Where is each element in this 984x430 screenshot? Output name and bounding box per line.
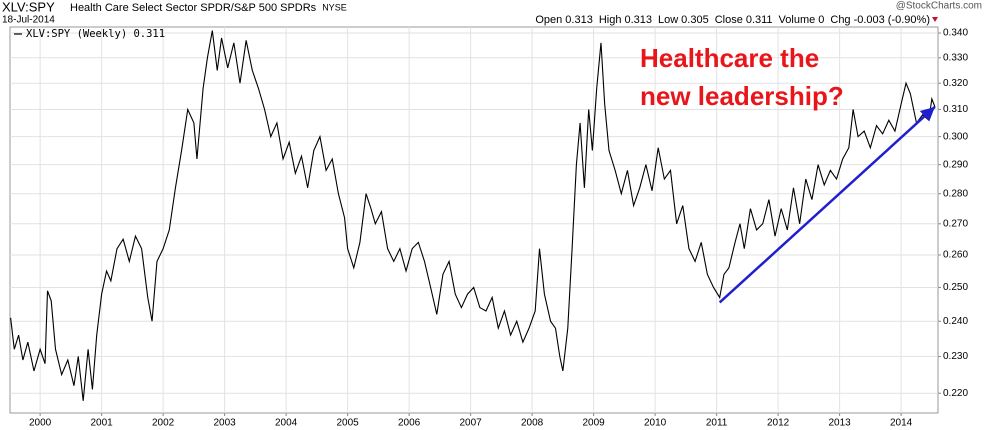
annotation: new leadership? (640, 81, 844, 111)
arrow-head (919, 106, 935, 122)
quote-value: -0.003 (-0.90%) (854, 14, 930, 26)
x-tick-label: 2004 (275, 418, 298, 429)
y-tick-label: 0.230 (943, 351, 968, 362)
x-tick-label: 2012 (767, 418, 790, 429)
quote-value: 0.311 (746, 14, 773, 26)
trend-arrow (718, 105, 936, 304)
x-tick-label: 2009 (582, 418, 605, 429)
quote-label: Chg (830, 14, 850, 26)
quote-value: 0.313 (565, 14, 593, 26)
quote-value: 0.305 (681, 14, 709, 26)
x-tick-label: 2002 (152, 418, 175, 429)
date: 18-Jul-2014 (2, 15, 55, 26)
quote-label: Low (658, 14, 678, 26)
x-tick-label: 2013 (828, 418, 851, 429)
exchange: NYSE (322, 2, 347, 12)
y-tick-label: 0.270 (943, 218, 968, 229)
y-tick-label: 0.280 (943, 188, 968, 199)
x-tick-label: 2003 (214, 418, 237, 429)
quote-row: Open 0.313 High 0.313 Low 0.305 Close 0.311 Volu… (535, 14, 930, 26)
quote-label: Volume (779, 14, 816, 26)
y-tick-label: 0.240 (943, 316, 968, 327)
y-tick-label: 0.330 (943, 52, 968, 63)
x-tick-label: 2010 (644, 418, 667, 429)
x-tick-label: 2011 (706, 418, 728, 429)
quote-label: Open (535, 14, 562, 26)
chart-title: Health Care Select Sector SPDR/S&P 500 S… (70, 2, 317, 14)
quote-label: High (599, 14, 622, 26)
legend-label: XLV:SPY (Weekly) 0.311 (26, 28, 165, 40)
plot-frame (9, 26, 939, 414)
y-tick-label: 0.310 (943, 104, 968, 115)
x-tick-label: 2007 (459, 418, 482, 429)
price-line (10, 30, 936, 401)
x-tick-label: 2014 (890, 418, 913, 429)
quote-label: Close (715, 14, 743, 26)
symbol: XLV:SPY (2, 0, 55, 14)
y-tick-label: 0.290 (943, 159, 968, 170)
x-tick-label: 2005 (336, 418, 359, 429)
y-tick-label: 0.300 (943, 131, 968, 142)
y-tick-label: 0.220 (943, 388, 968, 399)
y-tick-label: 0.340 (943, 28, 968, 39)
x-tick-label: 2001 (91, 418, 114, 429)
quote-value: 0 (818, 14, 824, 26)
x-tick-label: 2000 (29, 418, 52, 429)
annotation: Healthcare the (640, 43, 819, 73)
quote-value: 0.313 (624, 14, 652, 26)
y-tick-label: 0.320 (943, 78, 968, 89)
down-indicator (932, 17, 938, 22)
y-tick-label: 0.260 (943, 250, 968, 261)
x-tick-label: 2008 (521, 418, 544, 429)
y-tick-label: 0.250 (943, 282, 968, 293)
x-tick-label: 2006 (398, 418, 421, 429)
source: @StockCharts.com (896, 1, 982, 12)
